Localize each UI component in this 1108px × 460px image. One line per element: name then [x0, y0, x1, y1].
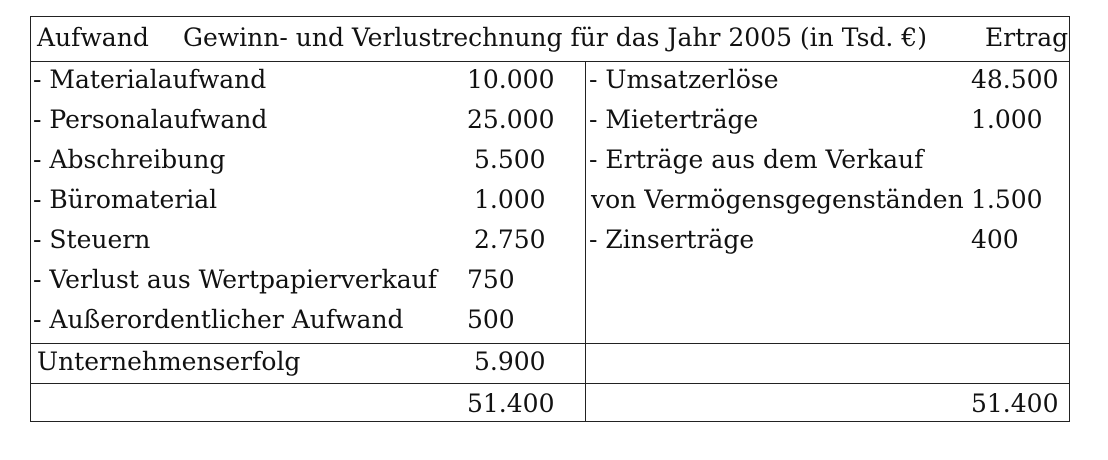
aufwand-label-1: - Materialaufwand — [33, 65, 267, 94]
aufwand-label-3: - Abschreibung — [33, 145, 226, 174]
ertrag-label-4: von Vermögensgegenständen — [591, 185, 964, 214]
ertrag-label-1: - Umsatzerlöse — [589, 65, 779, 94]
header-aufwand: Aufwand — [37, 23, 149, 52]
total-aufwand: 51.400 — [467, 389, 555, 418]
aufwand-value-7: 500 — [467, 305, 515, 334]
header-divider — [31, 61, 1069, 62]
aufwand-value-4: 1.000 — [474, 185, 546, 214]
aufwand-label-5: - Steuern — [33, 225, 151, 254]
aufwand-label-7: - Außerordentlicher Aufwand — [33, 305, 404, 334]
aufwand-label-4: - Büromaterial — [33, 185, 218, 214]
aufwand-label-2: - Personalaufwand — [33, 105, 268, 134]
income-statement-table: Aufwand Gewinn- und Verlustrechnung für … — [30, 16, 1070, 422]
total-ertrag: 51.400 — [971, 389, 1059, 418]
erfolg-value: 5.900 — [474, 347, 546, 376]
column-divider — [585, 61, 586, 421]
ertrag-value-4: 1.500 — [971, 185, 1043, 214]
ertrag-label-2: - Mieterträge — [589, 105, 759, 134]
ertrag-value-1: 48.500 — [971, 65, 1059, 94]
ertrag-label-5: - Zinserträge — [589, 225, 755, 254]
erfolg-divider — [31, 343, 1069, 344]
erfolg-label: Unternehmenserfolg — [37, 347, 301, 376]
ertrag-label-3: - Erträge aus dem Verkauf — [589, 145, 924, 174]
aufwand-value-5: 2.750 — [474, 225, 546, 254]
header-ertrag: Ertrag — [985, 23, 1069, 52]
aufwand-value-3: 5.500 — [474, 145, 546, 174]
aufwand-label-6: - Verlust aus Wertpapierverkauf — [33, 265, 437, 294]
table-title: Gewinn- und Verlustrechnung für das Jahr… — [183, 23, 927, 52]
aufwand-value-6: 750 — [467, 265, 515, 294]
totals-divider — [31, 383, 1069, 384]
aufwand-value-2: 25.000 — [467, 105, 555, 134]
ertrag-value-5: 400 — [971, 225, 1019, 254]
ertrag-value-2: 1.000 — [971, 105, 1043, 134]
aufwand-value-1: 10.000 — [467, 65, 555, 94]
